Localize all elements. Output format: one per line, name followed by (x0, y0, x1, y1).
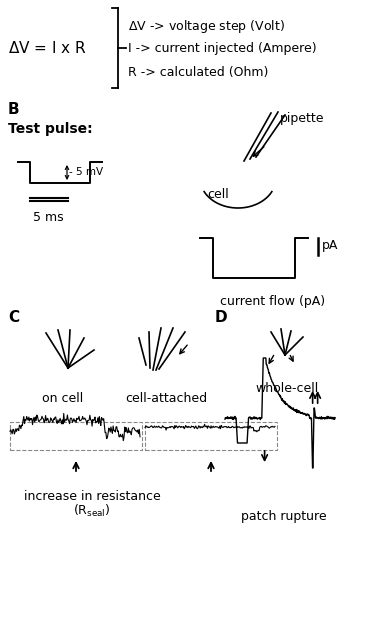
Text: increase in resistance: increase in resistance (24, 490, 161, 503)
Text: whole-cell: whole-cell (255, 382, 318, 395)
Text: Test pulse:: Test pulse: (8, 122, 93, 136)
Text: 5 ms: 5 ms (33, 211, 63, 224)
Text: on cell: on cell (42, 392, 83, 405)
Text: B: B (8, 102, 20, 117)
Text: I -> current injected (Ampere): I -> current injected (Ampere) (128, 42, 317, 55)
Text: cell: cell (207, 188, 229, 201)
Text: cell-attached: cell-attached (125, 392, 207, 405)
Text: (R$_{\rm seal}$): (R$_{\rm seal}$) (73, 503, 111, 519)
Bar (10, 422, 142, 450)
Text: R -> calculated (Ohm): R -> calculated (Ohm) (128, 66, 268, 79)
Text: C: C (8, 310, 19, 325)
Text: pA: pA (322, 238, 338, 251)
Text: $\Delta$V = I x R: $\Delta$V = I x R (8, 40, 87, 56)
Text: pipette: pipette (280, 112, 324, 125)
Text: current flow (pA): current flow (pA) (220, 295, 325, 308)
Text: - 5 mV: - 5 mV (69, 167, 103, 177)
Bar (145, 422, 277, 450)
Text: D: D (215, 310, 228, 325)
Text: patch rupture: patch rupture (241, 510, 327, 523)
Text: $\Delta$V -> voltage step (Volt): $\Delta$V -> voltage step (Volt) (128, 18, 285, 35)
